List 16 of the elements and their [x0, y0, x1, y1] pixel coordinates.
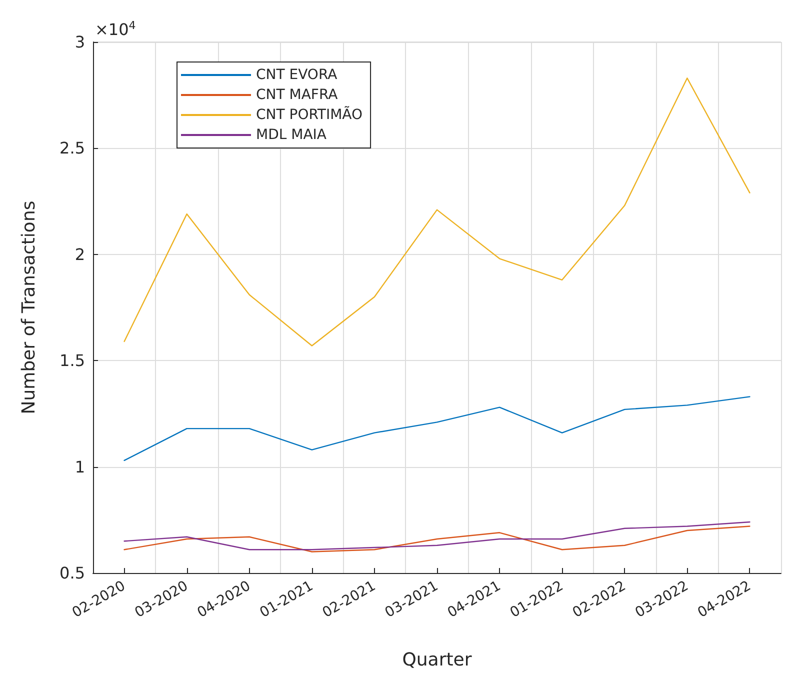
y-tick-label: 1.5 — [60, 351, 85, 370]
legend-label: CNT PORTIMÃO — [256, 106, 363, 123]
y-tick-label: 2 — [74, 244, 85, 264]
line-series — [124, 396, 750, 462]
line-series — [124, 521, 750, 550]
line-series — [124, 78, 750, 346]
y-tick-label: 2.5 — [60, 138, 85, 158]
y-tick-label: 0.5 — [60, 564, 85, 582]
y-axis-title: Number of Transactions — [18, 200, 40, 414]
line-series — [124, 526, 750, 552]
legend-label: CNT EVORA — [256, 67, 338, 83]
legend-label: CNT MAFRA — [256, 87, 338, 103]
y-tick-label: 1 — [74, 457, 85, 476]
x-axis-title: Quarter — [402, 650, 472, 670]
y-tick-label: 3 — [74, 32, 85, 52]
legend-label: MDL MAIA — [256, 127, 327, 143]
